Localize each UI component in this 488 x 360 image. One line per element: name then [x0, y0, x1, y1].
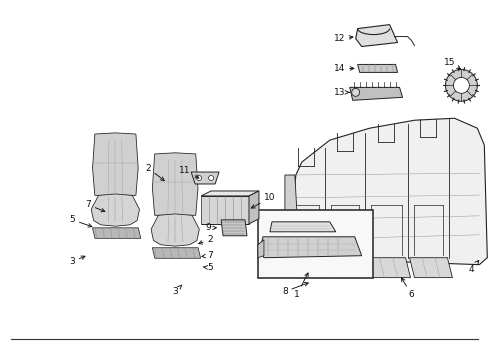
Polygon shape — [366, 258, 410, 278]
Text: 2: 2 — [198, 235, 212, 244]
Text: 11: 11 — [179, 166, 199, 178]
Polygon shape — [221, 220, 246, 236]
Text: 5: 5 — [203, 263, 213, 272]
Text: 7: 7 — [202, 251, 213, 260]
Text: 9: 9 — [205, 223, 216, 232]
Text: 1: 1 — [293, 273, 307, 299]
Polygon shape — [260, 237, 361, 258]
Polygon shape — [269, 222, 335, 232]
Circle shape — [351, 88, 359, 96]
Polygon shape — [289, 258, 327, 278]
Polygon shape — [152, 248, 200, 258]
Polygon shape — [408, 258, 451, 278]
Polygon shape — [91, 194, 139, 226]
Circle shape — [452, 77, 468, 93]
Polygon shape — [152, 153, 198, 215]
Polygon shape — [92, 133, 138, 195]
Polygon shape — [248, 191, 259, 224]
Text: 2: 2 — [145, 163, 164, 181]
Circle shape — [445, 69, 476, 101]
Polygon shape — [357, 64, 397, 72]
Bar — [258, 210, 372, 278]
Polygon shape — [201, 196, 248, 224]
Polygon shape — [285, 175, 299, 265]
Polygon shape — [355, 24, 397, 46]
Polygon shape — [201, 191, 259, 196]
Text: 13: 13 — [333, 88, 349, 97]
Text: 15: 15 — [443, 58, 460, 69]
Text: 6: 6 — [401, 278, 413, 299]
Polygon shape — [258, 240, 264, 258]
Text: 12: 12 — [333, 34, 352, 43]
Polygon shape — [349, 87, 402, 100]
Circle shape — [196, 176, 201, 180]
Text: 8: 8 — [282, 283, 307, 296]
Text: 7: 7 — [85, 201, 104, 212]
Polygon shape — [326, 258, 367, 278]
Text: 3: 3 — [172, 285, 182, 296]
Polygon shape — [191, 172, 219, 184]
Polygon shape — [151, 214, 199, 246]
Text: 14: 14 — [333, 64, 353, 73]
Polygon shape — [92, 228, 141, 238]
Text: 4: 4 — [468, 261, 478, 274]
Text: 3: 3 — [69, 256, 85, 266]
Circle shape — [208, 176, 213, 180]
Text: 5: 5 — [69, 215, 92, 227]
Text: 10: 10 — [251, 193, 275, 208]
Polygon shape — [287, 118, 487, 265]
